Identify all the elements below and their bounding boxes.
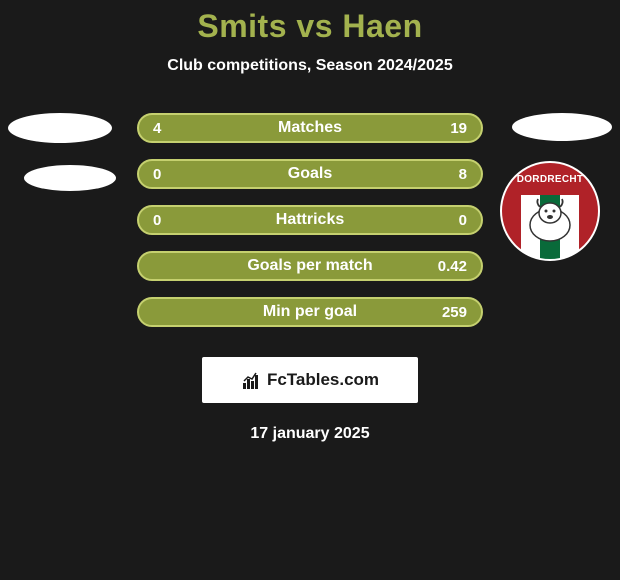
- player-left-badge-1: [8, 113, 112, 143]
- page-subtitle: Club competitions, Season 2024/2025: [167, 57, 452, 75]
- stat-row-goals: 0 Goals 8: [137, 159, 483, 189]
- sheep-icon: [520, 191, 580, 251]
- club-badge-dordrecht: DORDRECHT: [500, 161, 600, 261]
- brand-text: FcTables.com: [267, 370, 379, 390]
- stat-label: Goals per match: [247, 257, 372, 275]
- stat-row-mpg: Min per goal 259: [137, 297, 483, 327]
- dordrecht-emblem: DORDRECHT: [502, 163, 598, 259]
- stat-row-gpm: Goals per match 0.42: [137, 251, 483, 281]
- player-right-badge-1: [512, 113, 612, 141]
- comparison-card: Smits vs Haen Club competitions, Season …: [0, 0, 620, 443]
- stats-area: DORDRECHT: [0, 113, 620, 343]
- stat-label: Min per goal: [263, 303, 357, 321]
- stat-left-value: 4: [153, 120, 183, 137]
- stat-right-value: 0: [437, 212, 467, 229]
- stat-right-value: 8: [437, 166, 467, 183]
- stat-label: Hattricks: [276, 211, 344, 229]
- stripe-1: [502, 195, 521, 259]
- stat-row-matches: 4 Matches 19: [137, 113, 483, 143]
- stat-left-value: 0: [153, 212, 183, 229]
- stat-right-value: 19: [437, 120, 467, 137]
- date-label: 17 january 2025: [250, 425, 369, 443]
- player-left-badge-2: [24, 165, 116, 191]
- chart-icon: [241, 371, 261, 389]
- stripe-5: [579, 195, 598, 259]
- stat-row-hattricks: 0 Hattricks 0: [137, 205, 483, 235]
- stat-label: Matches: [278, 119, 342, 137]
- stat-left-value: 0: [153, 166, 183, 183]
- page-title: Smits vs Haen: [197, 8, 422, 45]
- stat-label: Goals: [288, 165, 332, 183]
- brand-badge: FcTables.com: [202, 357, 418, 403]
- stat-right-value: 0.42: [437, 258, 467, 275]
- stat-right-value: 259: [437, 304, 467, 321]
